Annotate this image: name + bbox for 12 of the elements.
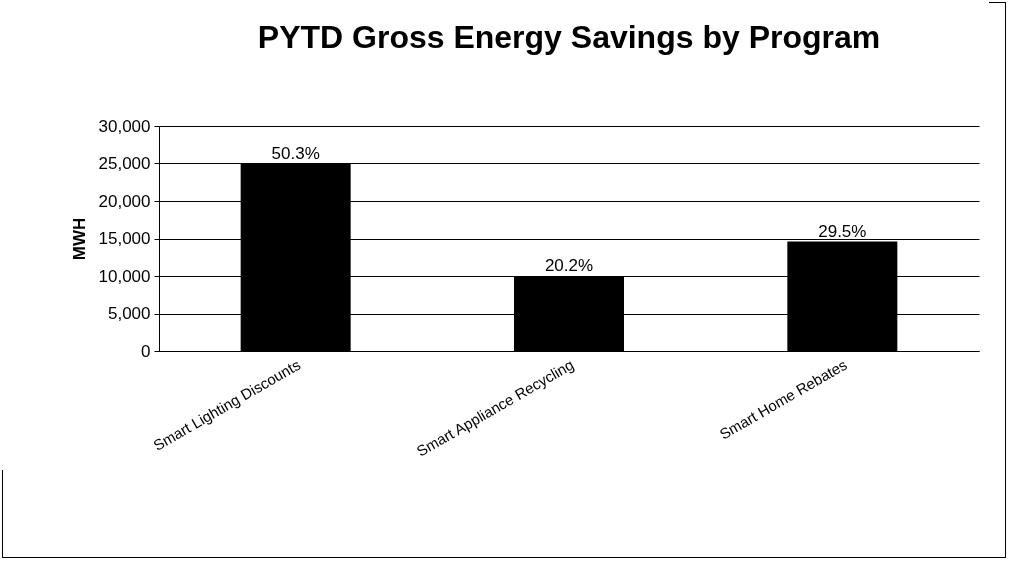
annotation: 20.2%: [544, 256, 594, 275]
y-tick-label: 15,000: [98, 229, 151, 248]
y-tick-label: 30,000: [98, 116, 151, 136]
y-tick-label: 25,000: [98, 154, 151, 173]
chart-title: PYTD Gross Energy Savings by Program: [257, 19, 881, 55]
annotation: 29.5%: [818, 221, 867, 241]
y-tick-label: 5,000: [107, 304, 151, 323]
annotation: 50.3%: [271, 143, 320, 163]
y-tick-label: 10,000: [98, 266, 151, 286]
y-tick-label: 20,000: [98, 191, 151, 211]
y-tick-label: 0: [141, 341, 151, 361]
y-axis-title: MWH: [69, 217, 89, 261]
